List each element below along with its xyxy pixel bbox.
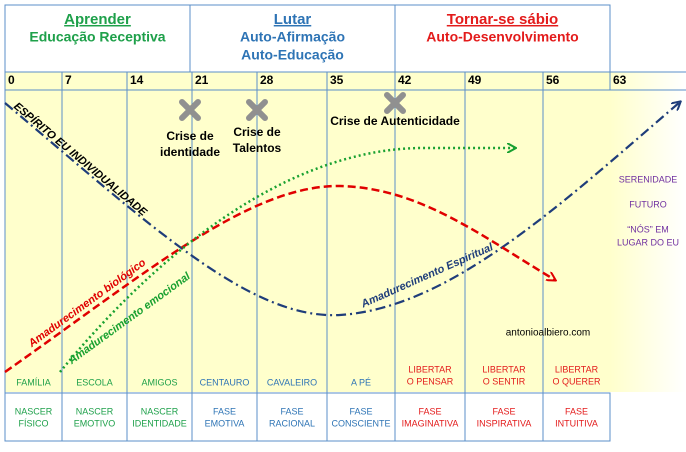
spirit-curve bbox=[4, 102, 680, 317]
stage-label: LIBERTAR bbox=[482, 364, 526, 374]
phase-label: FASE bbox=[280, 406, 303, 416]
header-title: Tornar-se sábio bbox=[447, 11, 558, 28]
header-subtitle: Auto-Afirmação bbox=[240, 29, 345, 45]
phase-label: NASCER bbox=[15, 406, 53, 416]
stage-label: O SENTIR bbox=[483, 376, 526, 386]
age-label: 7 bbox=[65, 73, 72, 87]
future-note: “NÓS” EM bbox=[627, 224, 669, 234]
stage-label: FAMÍLIA bbox=[16, 377, 51, 387]
age-label: 49 bbox=[468, 73, 482, 87]
stage-label: A PÉ bbox=[351, 377, 371, 387]
age-label: 56 bbox=[546, 73, 560, 87]
phase-label: RACIONAL bbox=[269, 418, 315, 428]
phase-label: IMAGINATIVA bbox=[402, 418, 459, 428]
background bbox=[5, 72, 610, 392]
crisis-icon bbox=[179, 99, 201, 121]
phase-label: INTUITIVA bbox=[555, 418, 598, 428]
phase-label: FASE bbox=[565, 406, 588, 416]
phase-label: NASCER bbox=[76, 406, 114, 416]
stage-label: CENTAURO bbox=[200, 377, 250, 387]
phase-label: NASCER bbox=[141, 406, 179, 416]
emotional-curve bbox=[59, 148, 515, 373]
stage-label: CAVALEIRO bbox=[267, 377, 317, 387]
crisis-label: Crise de bbox=[166, 129, 214, 143]
age-label: 28 bbox=[260, 73, 274, 87]
crisis-label: Talentos bbox=[233, 141, 282, 155]
age-label: 21 bbox=[195, 73, 209, 87]
crisis-icon bbox=[384, 92, 406, 114]
crisis-label: Crise de bbox=[233, 125, 281, 139]
phase-label: FÍSICO bbox=[18, 418, 48, 428]
stage-label: LIBERTAR bbox=[408, 364, 452, 374]
phase-label: FASE bbox=[349, 406, 372, 416]
stage-label: O PENSAR bbox=[407, 376, 454, 386]
stage-label: ESCOLA bbox=[76, 377, 113, 387]
phase-label: IDENTIDADE bbox=[132, 418, 187, 428]
stage-label: AMIGOS bbox=[141, 377, 177, 387]
phase-label: CONSCIENTE bbox=[331, 418, 390, 428]
stage-label: O QUERER bbox=[552, 376, 601, 386]
header-subtitle: Auto-Desenvolvimento bbox=[426, 29, 578, 45]
crisis-icon bbox=[246, 99, 268, 121]
header-title: Aprender bbox=[64, 11, 131, 28]
crisis-label: identidade bbox=[160, 145, 220, 159]
age-label: 63 bbox=[613, 73, 627, 87]
phase-label: INSPIRATIVA bbox=[477, 418, 532, 428]
phase-label: FASE bbox=[213, 406, 236, 416]
phase-label: FASE bbox=[492, 406, 515, 416]
age-label: 0 bbox=[8, 73, 15, 87]
header-subtitle: Educação Receptiva bbox=[29, 29, 165, 45]
age-label: 42 bbox=[398, 73, 412, 87]
header-title: Lutar bbox=[274, 11, 312, 28]
age-label: 35 bbox=[330, 73, 344, 87]
phase-box bbox=[4, 392, 611, 442]
background-fade bbox=[610, 72, 686, 392]
stage-label: LIBERTAR bbox=[555, 364, 599, 374]
future-note: SERENIDADE bbox=[619, 174, 678, 184]
credit: antonioalbiero.com bbox=[506, 328, 591, 339]
future-note: FUTURO bbox=[629, 199, 667, 209]
header-subtitle: Auto-Educação bbox=[241, 47, 344, 63]
crisis-label: Crise de Autenticidade bbox=[330, 114, 460, 128]
future-note: LUGAR DO EU bbox=[617, 237, 679, 247]
phase-label: EMOTIVA bbox=[205, 418, 245, 428]
biological-curve bbox=[4, 184, 555, 374]
phase-label: EMOTIVO bbox=[74, 418, 116, 428]
phase-label: FASE bbox=[418, 406, 441, 416]
age-label: 14 bbox=[130, 73, 144, 87]
